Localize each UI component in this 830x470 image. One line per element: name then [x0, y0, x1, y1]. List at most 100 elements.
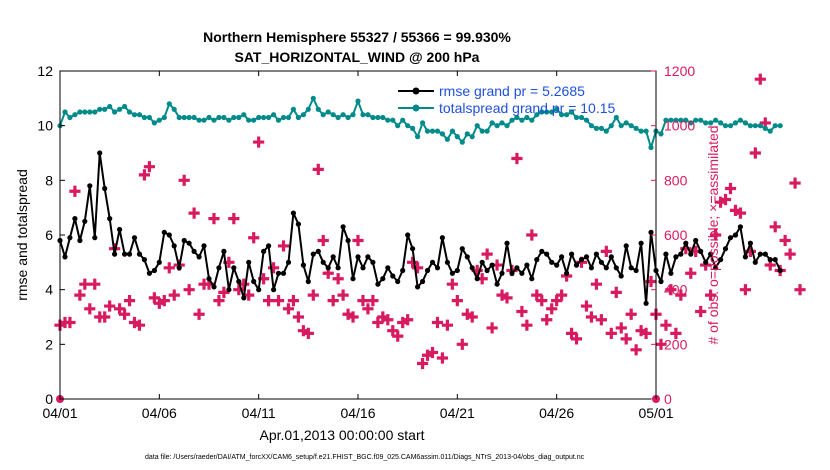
assimilated-obs-marker [431, 316, 444, 329]
rmse-point [92, 235, 98, 241]
assimilated-obs-marker [178, 174, 190, 186]
assimilated-obs-marker [486, 322, 498, 334]
rmse-point [67, 235, 73, 241]
assimilated-obs-marker [307, 289, 319, 301]
totalspread-point [77, 109, 83, 115]
assimilated-obs-marker [710, 229, 722, 241]
assimilated-obs-marker [466, 311, 478, 323]
totalspread-point [107, 103, 113, 110]
left-y-tick-label: 8 [45, 172, 53, 188]
rmse-point [340, 224, 346, 230]
rmse-point [300, 262, 306, 268]
totalspread-point [573, 114, 580, 121]
assimilated-obs-marker [317, 234, 329, 247]
assimilated-obs-marker [565, 327, 578, 339]
totalspread-point [211, 117, 217, 123]
rmse-point [72, 216, 78, 222]
totalspread-point [772, 123, 778, 129]
legend-rmse-swatch [398, 87, 434, 95]
assimilated-obs-marker [133, 319, 146, 331]
assimilated-obs-marker [456, 338, 468, 350]
rmse-point [608, 254, 614, 260]
rmse-point [355, 254, 361, 260]
totalspread-point [400, 117, 406, 123]
totalspread-point [593, 125, 600, 131]
rmse-point [544, 251, 550, 257]
right-y-tick-label: 600 [664, 227, 688, 243]
totalspread-point [703, 120, 709, 126]
assimilated-obs-marker [640, 327, 652, 339]
assimilated-obs-marker [89, 278, 101, 290]
totalspread-point [375, 114, 381, 121]
assimilated-obs-marker [516, 305, 528, 318]
rmse-point [221, 248, 227, 254]
rmse-point [285, 259, 292, 265]
totalspread-point [469, 134, 475, 140]
rmse-point [713, 265, 719, 271]
assimilated-obs-marker [337, 289, 349, 301]
totalspread-point [122, 103, 128, 110]
rmse-point [489, 262, 495, 268]
totalspread-point [623, 120, 629, 126]
assimilated-obs-marker [724, 182, 737, 195]
rmse-point [494, 281, 500, 287]
rmse-point [643, 300, 649, 306]
legend: rmse grand pr = 5.2685 totalspread grand… [398, 83, 616, 116]
rmse-point [166, 232, 172, 238]
assimilated-obs-series [54, 73, 806, 370]
rmse-point [87, 183, 93, 189]
right-y-tick-label: 1000 [664, 118, 695, 134]
totalspread-point [449, 128, 455, 134]
assimilated-obs-marker [104, 300, 116, 312]
assimilated-obs-marker [759, 117, 771, 129]
assimilated-obs-marker [277, 240, 290, 252]
assimilated-obs-marker [605, 327, 617, 339]
totalspread-point [489, 120, 495, 126]
assimilated-obs-marker [655, 338, 667, 350]
rmse-point [524, 262, 530, 268]
totalspread-point [320, 112, 326, 118]
assimilated-obs-marker [625, 308, 637, 320]
assimilated-obs-marker [253, 136, 265, 148]
rmse-point [290, 210, 296, 216]
totalspread-point [385, 117, 391, 123]
rmse-point [236, 278, 242, 285]
assimilated-obs-marker [392, 330, 404, 342]
totalspread-point [762, 125, 768, 131]
rmse-point [206, 276, 212, 282]
assimilated-obs-marker [347, 311, 359, 323]
totalspread-point [136, 112, 143, 118]
x-tick-label: 04/06 [142, 405, 177, 421]
rmse-point [593, 251, 600, 257]
rmse-point [559, 254, 565, 260]
totalspread-point [504, 123, 510, 129]
totalspread-point [420, 120, 426, 126]
rmse-point [146, 270, 152, 276]
totalspread-point [161, 114, 167, 121]
assimilated-obs-marker [79, 278, 91, 290]
totalspread-point [92, 109, 98, 115]
rmse-point [757, 251, 763, 257]
totalspread-point [742, 120, 749, 126]
rmse-point [439, 235, 445, 241]
rmse-point [747, 240, 754, 246]
assimilated-obs-marker [675, 289, 687, 301]
rmse-point [539, 248, 545, 254]
rmse-point [360, 265, 366, 271]
rmse-point [519, 270, 525, 276]
totalspread-point [310, 95, 316, 101]
totalspread-point [87, 109, 93, 115]
right-y-tick-label: 800 [664, 172, 688, 188]
rmse-point [365, 254, 371, 260]
right-y-tick-label: 1200 [664, 63, 695, 79]
totalspread-point [464, 131, 470, 137]
left-y-tick-label: 10 [37, 118, 53, 134]
rmse-point [444, 259, 450, 265]
assimilated-obs-marker [163, 262, 175, 274]
totalspread-point [608, 123, 614, 129]
rmse-point [181, 237, 187, 244]
totalspread-point [444, 136, 450, 142]
totalspread-point [638, 128, 644, 134]
rmse-point [474, 276, 480, 282]
